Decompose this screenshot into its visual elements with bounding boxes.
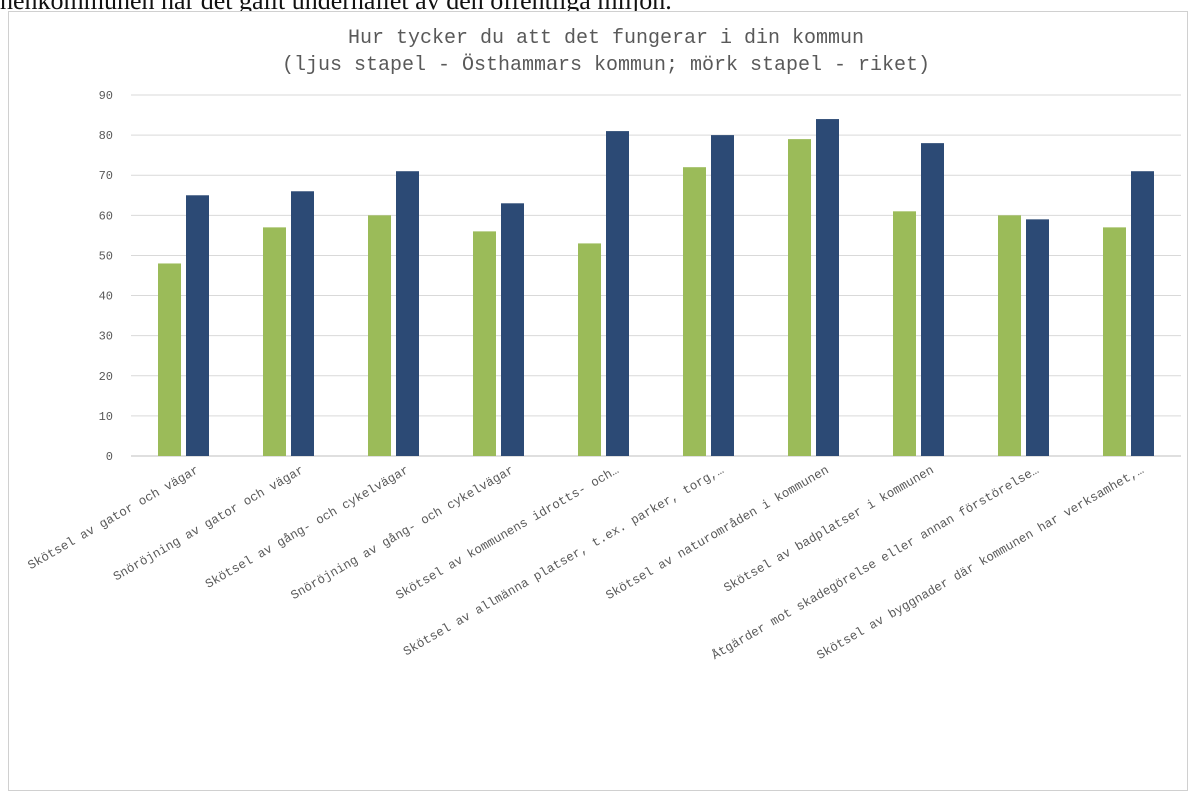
bar-series-1-5 [683, 167, 706, 456]
bar-series-2-2 [396, 171, 419, 456]
bar-series-1-6 [788, 139, 811, 456]
bar-series-2-7 [921, 143, 944, 456]
x-category-label: Skötsel av naturområden i kommunen [604, 463, 832, 603]
bar-series-1-1 [263, 227, 286, 456]
y-tick-label: 30 [99, 330, 113, 344]
x-category-label: Skötsel av gator och vägar [26, 463, 202, 573]
bar-series-2-5 [711, 135, 734, 456]
y-tick-label: 80 [99, 129, 113, 143]
y-tick-label: 20 [99, 370, 113, 384]
y-tick-label: 0 [106, 450, 113, 464]
chart-subtitle: (ljus stapel - Östhammars kommun; mörk s… [282, 53, 930, 77]
bar-series-1-3 [473, 231, 496, 456]
bar-series-2-1 [291, 191, 314, 456]
x-category-label: Skötsel av gång- och cykelvägar [203, 463, 411, 591]
x-category-label: Snöröjning av gator och vägar [111, 463, 306, 584]
bar-series-2-3 [501, 203, 524, 456]
bar-series-2-9 [1131, 171, 1154, 456]
y-tick-label: 70 [99, 169, 113, 183]
x-category-label: Skötsel av kommunens idrotts- och… [394, 463, 622, 603]
bar-series-1-8 [998, 215, 1021, 456]
bar-series-2-8 [1026, 219, 1049, 456]
y-tick-label: 40 [99, 290, 113, 304]
bar-series-2-6 [816, 119, 839, 457]
y-tick-label: 10 [99, 410, 113, 424]
bars [158, 119, 1154, 457]
bar-series-1-7 [893, 211, 916, 456]
bar-series-2-0 [186, 195, 209, 456]
bar-series-1-0 [158, 263, 181, 456]
bar-chart: Hur tycker du att det fungerar i din kom… [26, 27, 1181, 663]
y-tick-label: 50 [99, 249, 113, 263]
y-axis-ticks: 0 10 20 30 40 50 60 70 80 90 [99, 89, 113, 464]
y-tick-label: 90 [99, 89, 113, 103]
x-category-label: Skötsel av badplatser i kommunen [722, 463, 937, 595]
bar-series-1-9 [1103, 227, 1126, 456]
gridlines [131, 94, 1181, 457]
x-category-label: Snöröjning av gång- och cykelvägar [289, 463, 517, 603]
bar-series-2-4 [606, 131, 629, 456]
bar-series-1-2 [368, 215, 391, 456]
chart-frame: Hur tycker du att det fungerar i din kom… [8, 11, 1188, 791]
bar-series-1-4 [578, 243, 601, 456]
y-tick-label: 60 [99, 209, 113, 223]
chart-title: Hur tycker du att det fungerar i din kom… [348, 27, 864, 50]
